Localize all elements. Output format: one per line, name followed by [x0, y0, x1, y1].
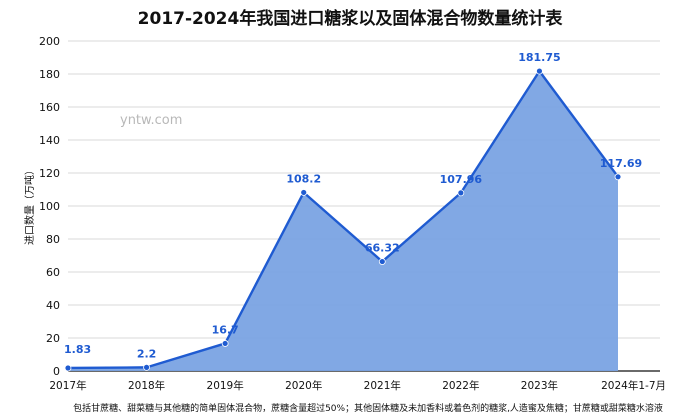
- data-label: 181.75: [518, 51, 560, 64]
- data-point: [221, 340, 229, 347]
- data-point: [64, 364, 72, 372]
- data-point: [457, 189, 465, 197]
- y-tick-label: 140: [39, 134, 60, 147]
- x-tick-label: 2024年1-7月: [601, 379, 666, 392]
- watermark: yntw.com: [120, 113, 182, 128]
- y-tick-label: 60: [46, 266, 60, 279]
- y-tick-label: 200: [39, 35, 60, 48]
- series: [64, 67, 622, 372]
- y-axis-label: 进口数量（万吨）: [23, 165, 36, 245]
- y-tick-label: 160: [39, 101, 60, 114]
- x-tick-label: 2018年: [128, 379, 165, 392]
- y-tick-label: 120: [39, 167, 60, 180]
- data-point: [536, 67, 543, 75]
- x-tick-label: 2020年: [285, 379, 322, 392]
- x-tick-label: 2019年: [207, 379, 244, 392]
- y-tick-label: 100: [39, 200, 60, 213]
- data-labels: 1.83 2.2 16.7 108.2 66.32 107.96 181.75 117.69: [64, 51, 642, 360]
- x-tick-label: 2023年: [521, 379, 558, 392]
- data-label: 108.2: [286, 172, 321, 185]
- data-label: 2.2: [137, 347, 157, 360]
- x-tick-label: 2017年: [49, 379, 86, 392]
- series-line: [67, 69, 619, 370]
- data-label: 16.7: [212, 323, 239, 336]
- data-point: [143, 363, 150, 371]
- x-axis: 2017年 2018年 2019年 2020年 2021年 2022年 2023年 2024年…: [49, 379, 666, 392]
- data-label: 107.96: [440, 173, 483, 186]
- x-tick-label: 2021年: [364, 379, 401, 392]
- data-point: [614, 173, 622, 181]
- y-tick-label: 80: [46, 233, 60, 246]
- data-label: 66.32: [365, 242, 400, 255]
- series-area: [68, 71, 618, 372]
- x-tick-label: 2022年: [442, 379, 479, 392]
- chart-title: 2017-2024年我国进口糖浆以及固体混合物数量统计表: [138, 8, 564, 29]
- y-tick-label: 0: [53, 365, 60, 378]
- data-label: 117.69: [600, 157, 642, 170]
- y-tick-label: 40: [46, 299, 60, 312]
- y-axis: 0 20 40 60 80 100 120 140 160 180 200: [39, 35, 60, 378]
- data-point: [300, 189, 308, 196]
- y-tick-label: 180: [39, 68, 60, 81]
- data-label: 1.83: [64, 343, 91, 356]
- y-tick-label: 20: [46, 332, 60, 345]
- footnote: 包括甘蔗糖、甜菜糖与其他糖的简单固体混合物，蔗糖含量超过50%；其他固体糖及未加…: [73, 402, 663, 414]
- data-point: [378, 258, 386, 265]
